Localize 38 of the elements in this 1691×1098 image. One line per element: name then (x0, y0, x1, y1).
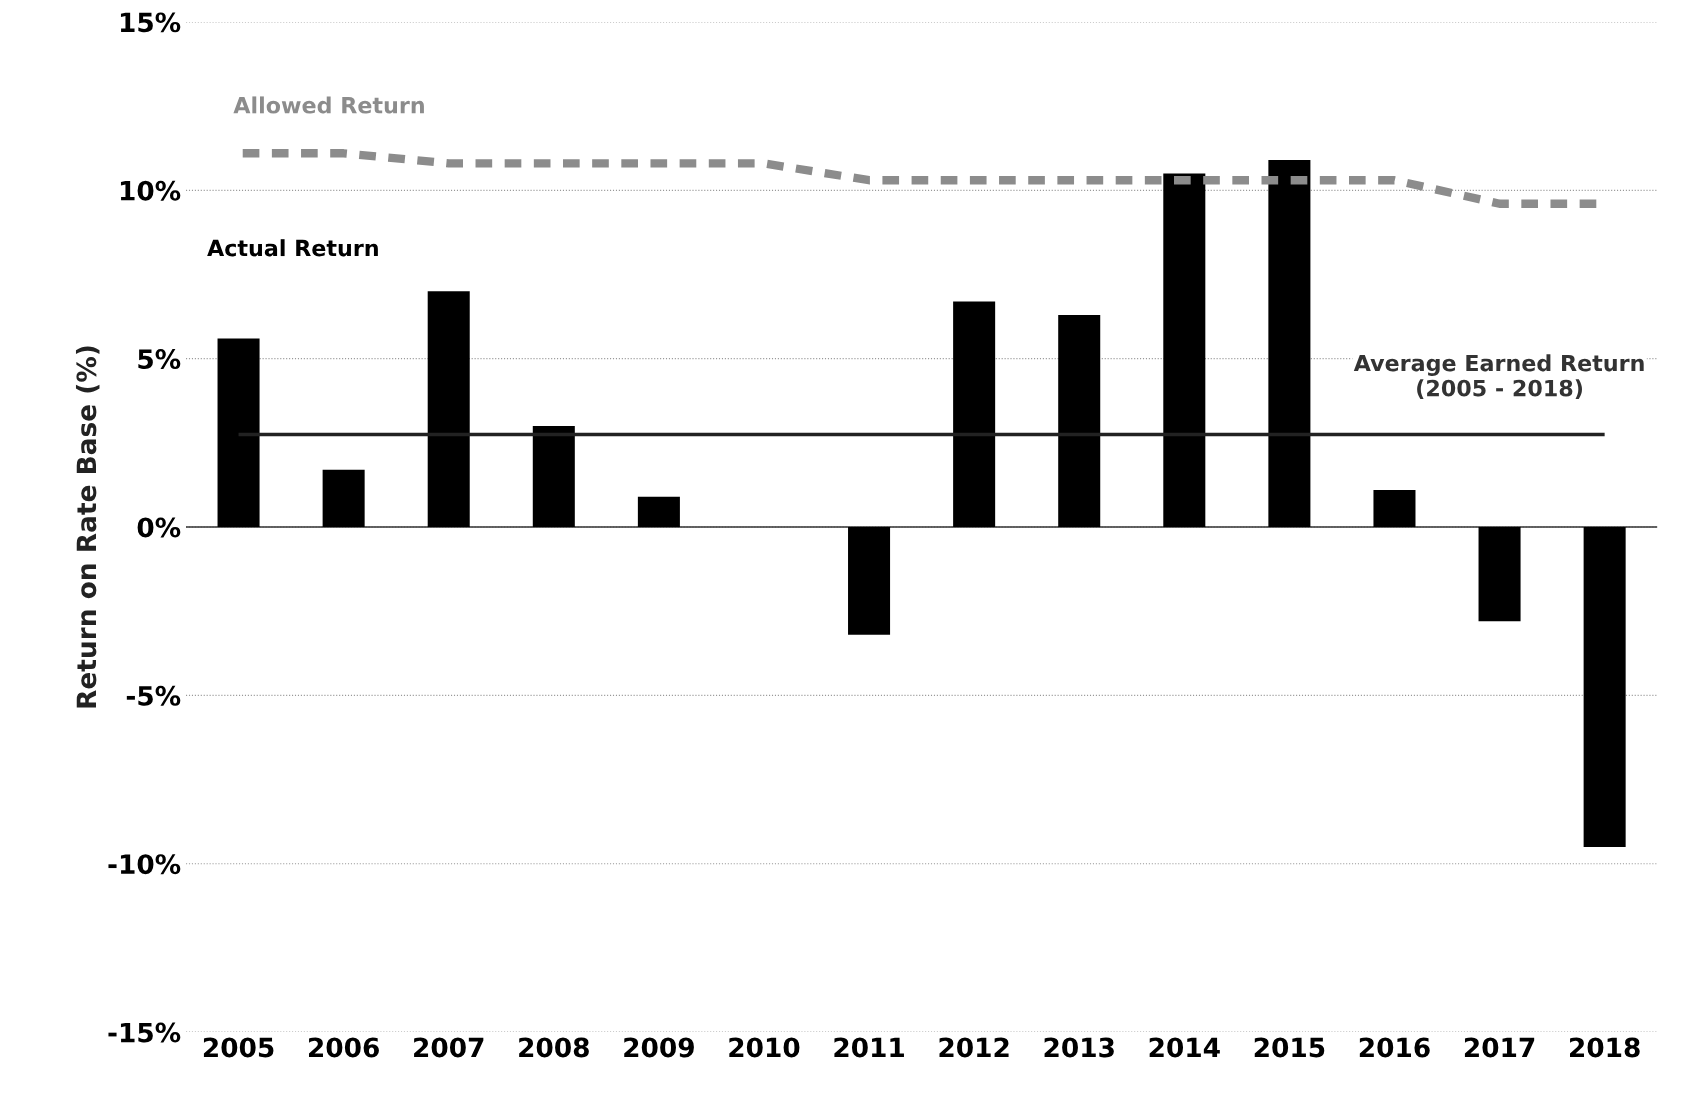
bar (1268, 160, 1311, 528)
x-tick-label: 2016 (1359, 1037, 1430, 1058)
x-tick-label: 2007 (414, 1037, 484, 1058)
x-tick-label: 2006 (309, 1037, 379, 1058)
x-tick-label: 2011 (834, 1037, 904, 1058)
x-tick-label: 2015 (1254, 1037, 1325, 1058)
y-axis-title: Return on Rate Base (%) (75, 346, 100, 708)
bar (532, 426, 575, 528)
bar (1163, 173, 1206, 528)
bar (848, 527, 891, 635)
x-tick-label: 2008 (519, 1037, 589, 1058)
y-tick-label: 5% (138, 349, 181, 370)
bar (1583, 527, 1626, 847)
ref-line-label: Average Earned Return (2005 - 2018) (1353, 354, 1644, 400)
y-tick-label: 15% (120, 12, 181, 33)
series-label: Allowed Return (233, 96, 424, 114)
y-tick-label: 10% (120, 180, 181, 201)
y-tick-label: 0% (137, 517, 181, 538)
bar (427, 291, 470, 528)
bar (953, 301, 996, 528)
x-tick-label: 2009 (624, 1037, 694, 1058)
x-tick-label: 2005 (203, 1037, 274, 1058)
text: Actual Return (207, 239, 378, 257)
bar (1373, 490, 1416, 528)
bar (1058, 314, 1101, 528)
bar (322, 469, 365, 528)
bar (217, 338, 260, 528)
x-tick-label: 2013 (1044, 1037, 1114, 1058)
x-tick-label: 2018 (1570, 1037, 1640, 1058)
y-tick-label: -15% (108, 1022, 181, 1043)
bar (637, 496, 680, 528)
y-tick-label: -5% (126, 685, 181, 706)
bar (1478, 527, 1521, 622)
x-tick-label: 2014 (1149, 1037, 1220, 1058)
x-tick-label: 2012 (939, 1037, 1009, 1058)
y-tick-label: -10% (108, 854, 181, 875)
x-tick-label: 2010 (729, 1037, 800, 1058)
x-tick-label: 2017 (1464, 1037, 1535, 1058)
